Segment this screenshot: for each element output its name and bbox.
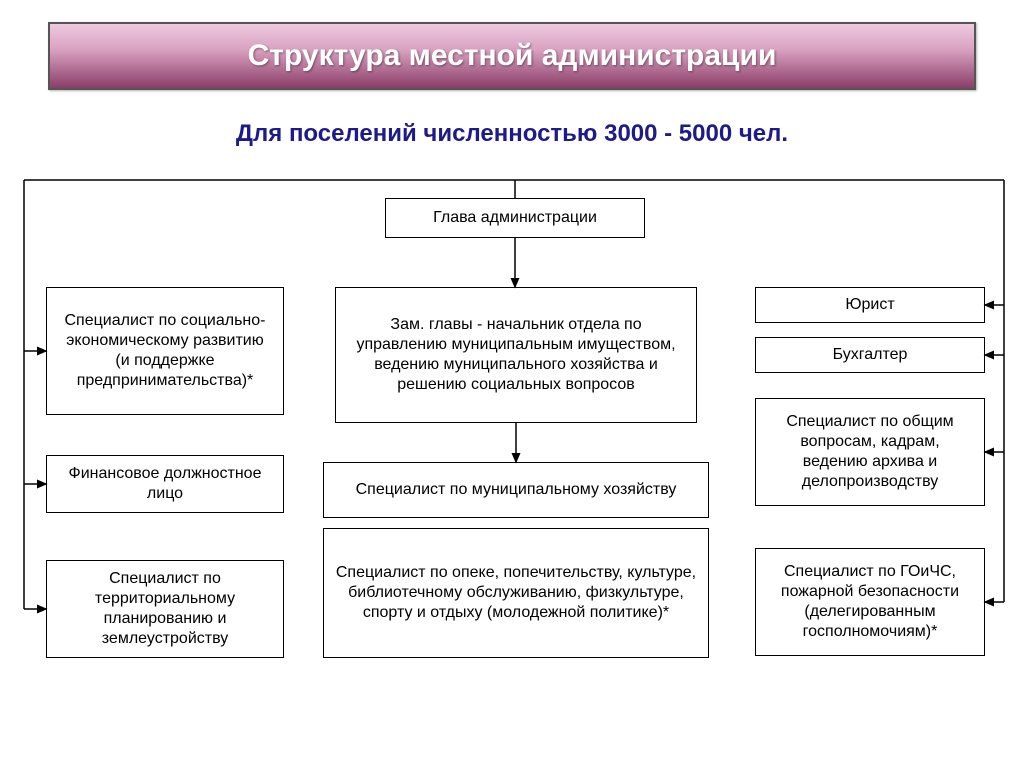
node-spec-gen: Специалист по общим вопросам, кадрам, ве… [755, 398, 985, 506]
node-spec-econ: Специалист по социально-экономическому р… [46, 287, 284, 415]
node-lawyer: Юрист [755, 287, 985, 323]
subtitle-text: Для поселений численностью 3000 - 5000 ч… [236, 120, 788, 147]
title-bar: Структура местной администрации [48, 22, 976, 90]
node-spec-cult: Специалист по опеке, попечительству, кул… [323, 528, 709, 658]
node-accountant: Бухгалтер [755, 337, 985, 373]
subtitle: Для поселений численностью 3000 - 5000 ч… [0, 120, 1024, 148]
node-spec-mun: Специалист по муниципальному хозяйству [323, 462, 709, 518]
node-spec-go: Специалист по ГОиЧС, пожарной безопаснос… [755, 548, 985, 656]
node-spec-terr: Специалист по территориальному планирова… [46, 560, 284, 658]
node-deputy: Зам. главы - начальник отдела по управле… [335, 287, 697, 423]
node-fin: Финансовое должностное лицо [46, 455, 284, 513]
title-text: Структура местной администрации [248, 39, 777, 73]
node-head: Глава администрации [385, 198, 645, 238]
